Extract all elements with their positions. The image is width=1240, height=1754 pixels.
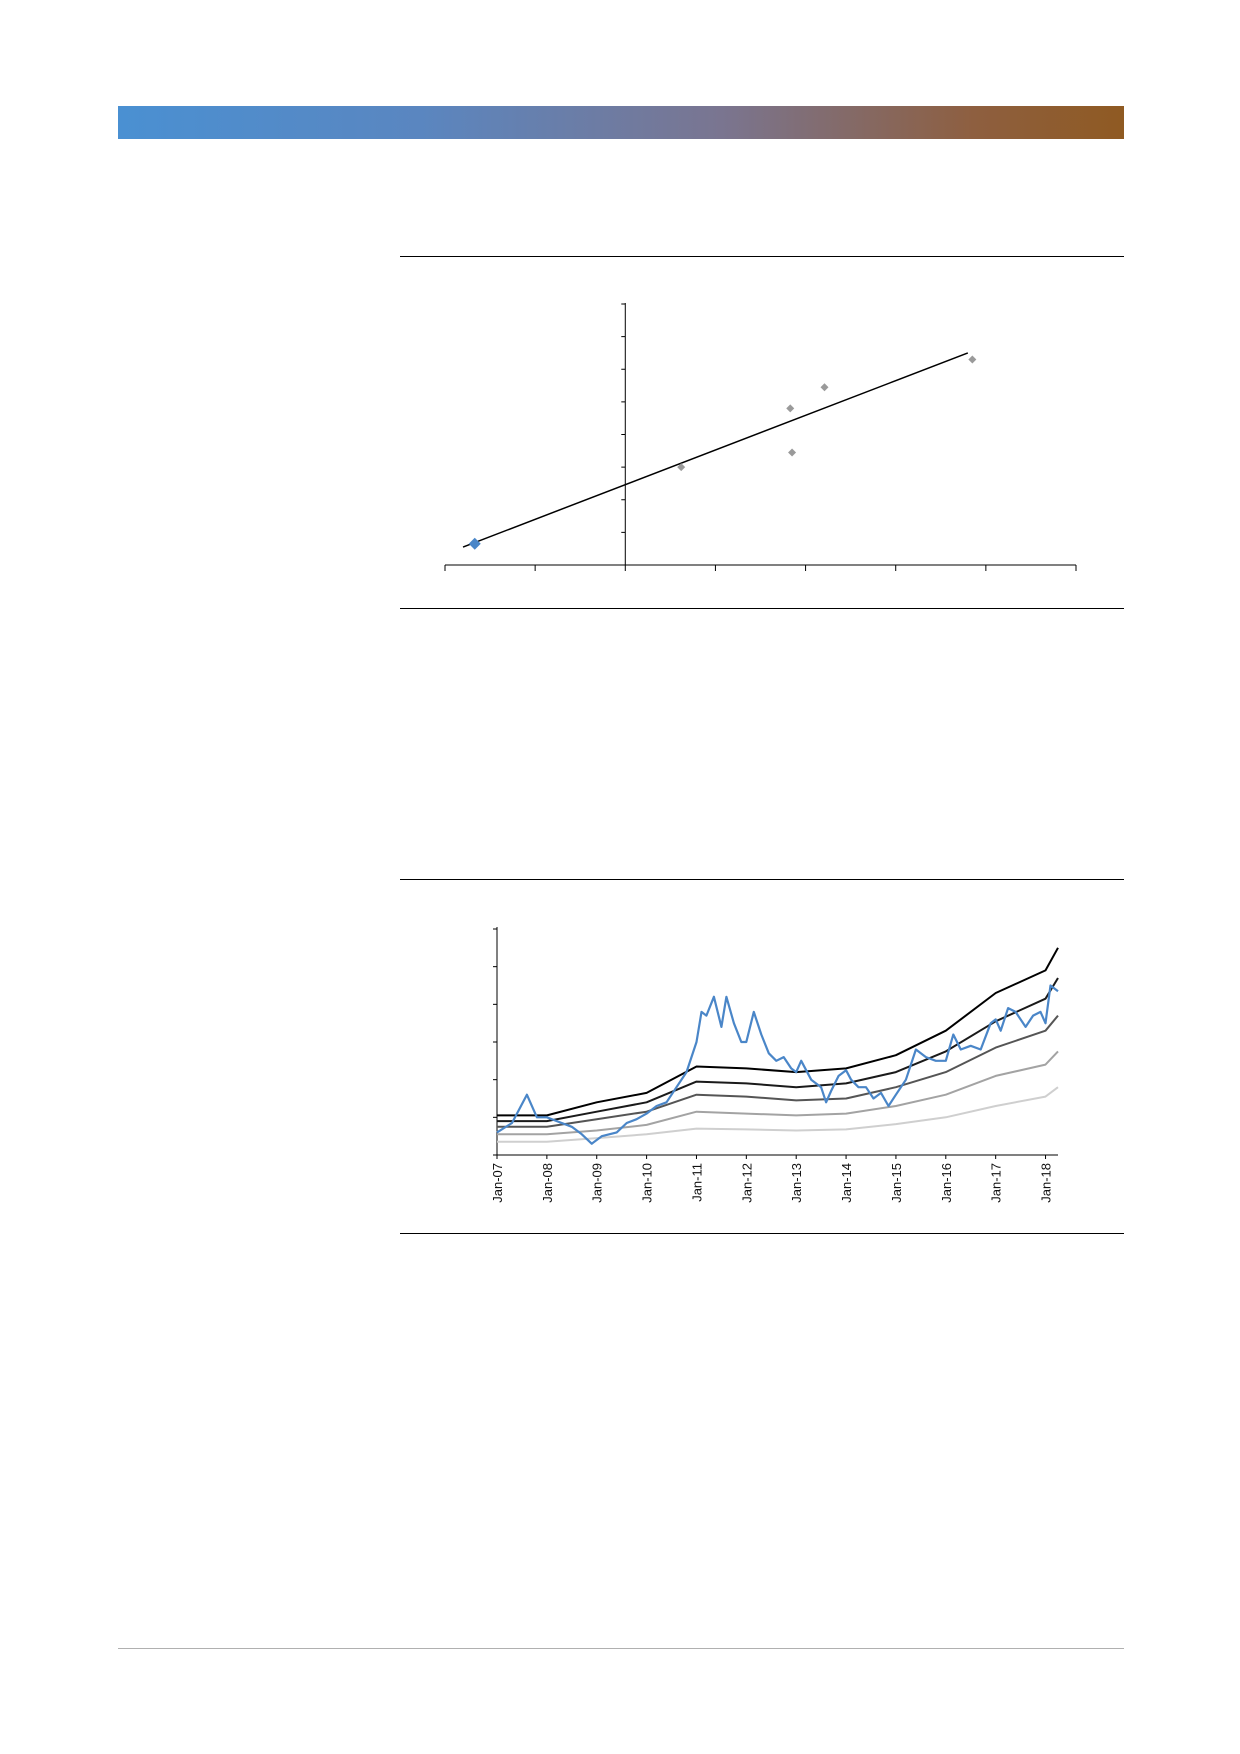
x-tick-label: Jan-09 [590, 1163, 605, 1203]
line-chart: Jan-07 Jan-08 Jan-09 Jan-10 Jan-11 Jan-12 Jan-… [490, 927, 1059, 1203]
footer-rule [118, 1648, 1124, 1649]
data-point [788, 448, 797, 457]
x-tick-label: Jan-10 [640, 1163, 655, 1203]
trendline [462, 352, 969, 548]
highlight-point [468, 537, 481, 550]
x-tick-label: Jan-16 [939, 1163, 954, 1203]
data-point [677, 463, 686, 472]
chart-bottom-rule [400, 608, 1124, 609]
line-chart-panel: Jan-07 Jan-08 Jan-09 Jan-10 Jan-11 Jan-12 Jan-… [400, 879, 1124, 1243]
price-series-line [496, 984, 1059, 1145]
x-tick-label: Jan-15 [889, 1163, 904, 1203]
band-series-line [497, 1086, 1059, 1143]
x-tick-label: Jan-07 [490, 1163, 505, 1203]
band-series-line [497, 1014, 1059, 1128]
data-point [968, 355, 977, 364]
scatter-chart [444, 303, 1077, 571]
data-point [786, 404, 795, 413]
band-series-line [497, 947, 1059, 1117]
x-tick-label: Jan-17 [989, 1163, 1004, 1203]
data-point [820, 383, 829, 392]
x-tick-label: Jan-14 [839, 1163, 854, 1203]
chart-top-rule [400, 879, 1124, 880]
header-banner [118, 106, 1124, 139]
x-tick-label: Jan-11 [689, 1163, 704, 1202]
x-tick-label: Jan-13 [789, 1163, 804, 1203]
x-tick-label: Jan-12 [739, 1163, 754, 1203]
band-series-line [497, 1050, 1059, 1136]
x-tick-label: Jan-08 [540, 1163, 555, 1203]
chart-top-rule [400, 256, 1124, 257]
x-tick-label: Jan-18 [1039, 1163, 1054, 1203]
chart-bottom-rule [400, 1233, 1124, 1234]
scatter-chart-panel [400, 256, 1124, 620]
